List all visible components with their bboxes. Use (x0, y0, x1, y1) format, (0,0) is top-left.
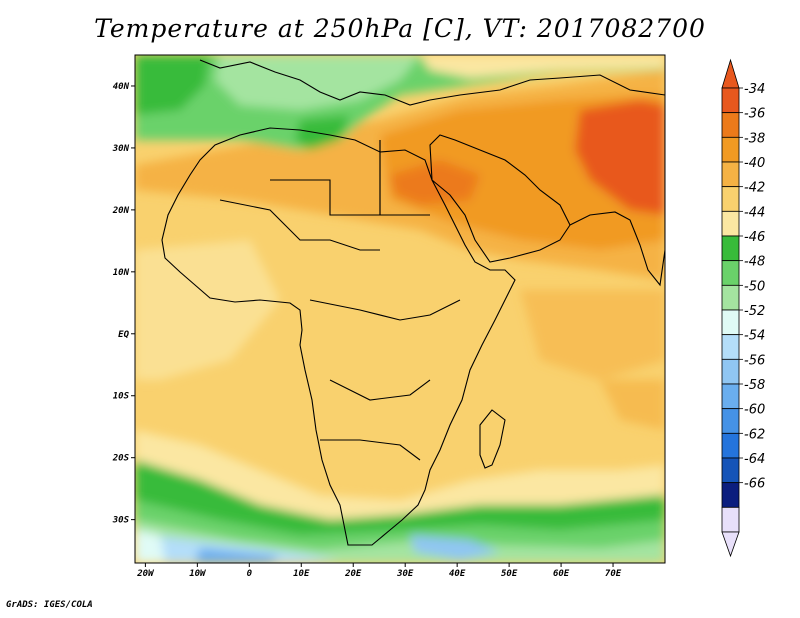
colorbar-swatch (721, 408, 740, 434)
colorbar-swatch (721, 235, 740, 262)
colorbar-swatch (721, 457, 740, 484)
colorbar-tick-label: -60 (744, 403, 765, 418)
longitude-axis: 20W 10W 0 10E 20E 30E 40E 50E 60E 70E (136, 563, 622, 579)
colorbar-tick-label: -54 (744, 329, 765, 344)
latitude-axis: 40N 30N 20N 10N EQ 10S 20S 30S (112, 82, 135, 526)
colorbar-tick-label: -58 (744, 378, 765, 393)
colorbar-bottom-triangle (721, 531, 740, 558)
colorbar-swatch (721, 186, 740, 212)
colorbar-top-triangle (721, 58, 740, 89)
lat-tick-label: EQ (118, 330, 129, 340)
colorbar-swatch (721, 136, 740, 163)
colorbar-swatch (721, 358, 740, 385)
lon-tick-label: 40E (449, 569, 466, 579)
lat-tick-label: 20N (112, 206, 130, 216)
lon-tick-label: 10W (189, 569, 207, 579)
colorbar-tick-label: -64 (744, 452, 765, 467)
colorbar-tick-label: -42 (744, 181, 765, 196)
colorbar-tick-label: -44 (744, 205, 765, 220)
colorbar-swatch (721, 309, 740, 336)
lon-tick-label: 30E (396, 569, 414, 579)
colorbar-swatch (721, 112, 740, 138)
lon-tick-label: 60E (553, 569, 570, 579)
footer-credit: GrADS: IGES/COLA (6, 600, 93, 610)
colorbar-swatch (721, 506, 740, 533)
colorbar-swatch (721, 383, 740, 410)
colorbar-swatch (721, 210, 740, 237)
map-frame (134, 54, 666, 564)
lon-tick-label: 0 (247, 569, 253, 579)
colorbar-swatch (721, 432, 740, 459)
lat-tick-label: 20S (112, 454, 130, 464)
colorbar-swatch (721, 87, 740, 114)
colorbar-swatch (721, 482, 740, 508)
colorbar-tick-label: -40 (744, 156, 765, 171)
colorbar-tick-label: -46 (744, 230, 765, 245)
lat-tick-label: 30S (112, 516, 130, 526)
colorbar-tick-label: -62 (744, 427, 765, 442)
map-title: Temperature at 250hPa [C], VT: 201708270… (94, 14, 706, 43)
lon-tick-label: 20W (136, 569, 155, 579)
lat-tick-label: 10N (113, 268, 130, 278)
colorbar-tick-label: -34 (744, 82, 765, 97)
colorbar-tick-label: -38 (744, 131, 765, 146)
temperature-field (135, 55, 665, 563)
colorbar-tick-label: -66 (744, 477, 765, 492)
colorbar: -34 -36 -38 -40 -42 -44 -46 -48 -50 -52 -54 -56 -58 -… (721, 58, 765, 558)
lon-tick-label: 20E (344, 569, 362, 579)
lon-tick-label: 50E (501, 569, 518, 579)
colorbar-tick-label: -50 (744, 279, 765, 294)
lon-tick-label: 10E (293, 569, 310, 579)
coastlines (161, 59, 665, 546)
lon-tick-label: 70E (605, 569, 622, 579)
lat-tick-label: 40N (113, 82, 130, 92)
lat-tick-label: 10S (113, 392, 130, 402)
colorbar-swatch (721, 161, 740, 188)
colorbar-swatch (721, 284, 740, 311)
colorbar-tick-label: -36 (744, 107, 765, 122)
colorbar-swatch (721, 334, 740, 360)
colorbar-tick-label: -52 (744, 304, 765, 319)
colorbar-swatch (721, 260, 740, 286)
colorbar-tick-label: -56 (744, 353, 765, 368)
lat-tick-label: 30N (112, 144, 130, 154)
colorbar-tick-label: -48 (744, 255, 765, 270)
